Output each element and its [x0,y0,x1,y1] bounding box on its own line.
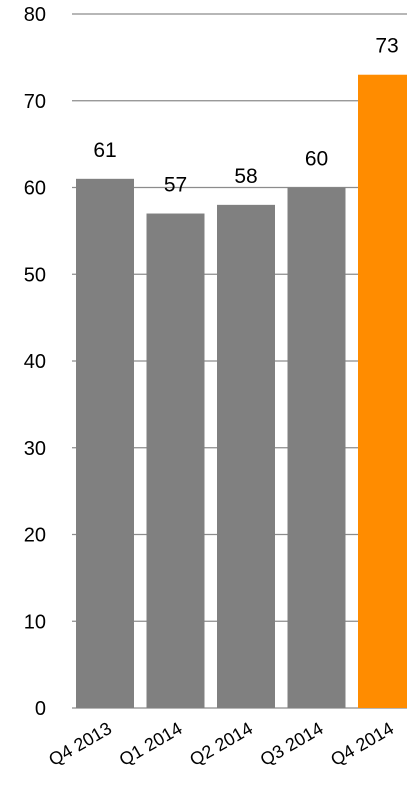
bar-q4-2014 [358,74,407,709]
y-tick-label-20: 20 [24,525,46,547]
x-category-label-q4-2014: Q4 2014 [327,718,397,770]
x-category-label-q2-2014: Q2 2014 [186,718,256,770]
y-tick-label-50: 50 [24,264,46,286]
data-label-q4-2014: 73 [375,35,398,58]
data-labels: 61 57 58 60 73 [93,35,398,197]
y-tick-label-70: 70 [24,91,46,113]
y-axis-tick-labels: 0 10 20 30 40 50 60 70 80 [24,4,46,720]
data-label-q1-2014: 57 [164,174,187,197]
y-tick-label-10: 10 [24,611,46,633]
bar-q1-2014 [146,213,205,708]
bar-q2-2014 [217,204,275,708]
y-tick-label-30: 30 [24,438,46,460]
x-category-label-q4-2013: Q4 2013 [45,718,115,770]
bars [76,74,407,709]
data-label-q4-2013: 61 [93,139,116,162]
y-tick-label-40: 40 [24,351,46,373]
x-axis-category-labels: Q4 2013 Q1 2014 Q2 2014 Q3 2014 Q4 2014 [45,718,397,770]
y-tick-label-60: 60 [24,178,46,200]
x-category-label-q1-2014: Q1 2014 [116,718,186,770]
bar-q4-2013 [76,178,134,708]
data-label-q3-2014: 60 [305,148,328,171]
y-tick-label-80: 80 [24,4,46,26]
y-tick-label-0: 0 [35,698,46,720]
bar-q3-2014 [287,187,346,708]
data-label-q2-2014: 58 [234,165,257,188]
x-category-label-q3-2014: Q3 2014 [257,718,327,770]
